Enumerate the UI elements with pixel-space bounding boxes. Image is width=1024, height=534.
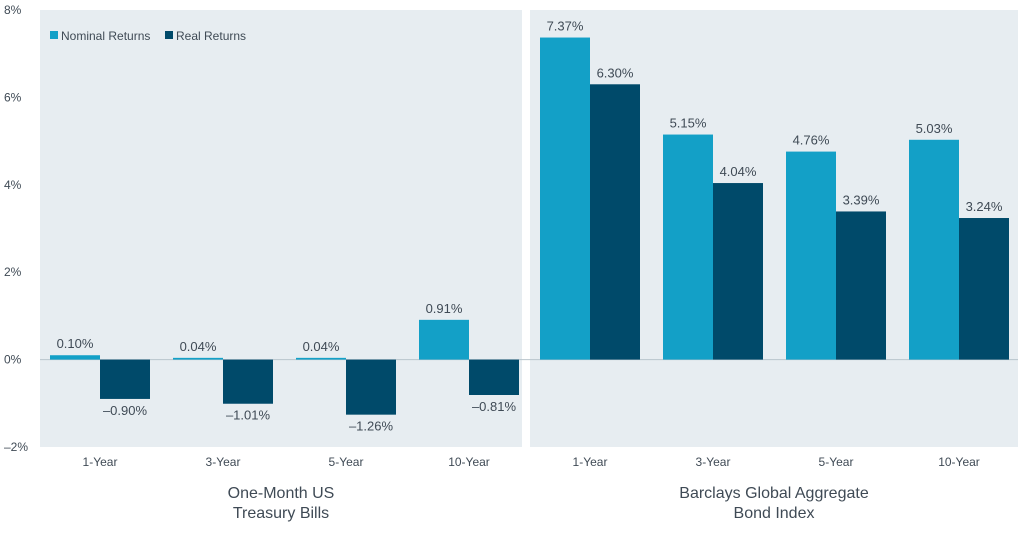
- data-label-nominal: 4.76%: [793, 133, 830, 148]
- y-tick-label: –2%: [4, 440, 28, 454]
- bar-real: [713, 183, 763, 360]
- data-label-nominal: 0.04%: [303, 339, 340, 354]
- bar-nominal: [419, 319, 469, 360]
- data-label-real: 3.39%: [843, 192, 880, 207]
- x-category-label: 5-Year: [329, 455, 364, 469]
- y-tick-label: 4%: [4, 178, 22, 192]
- data-label-nominal: 0.10%: [57, 336, 94, 351]
- bar-real: [100, 359, 150, 399]
- data-label-real: 4.04%: [720, 164, 757, 179]
- bar-real: [959, 218, 1009, 360]
- x-category-label: 5-Year: [819, 455, 854, 469]
- data-label-nominal: 0.91%: [426, 301, 463, 316]
- group-title-line: Bond Index: [734, 505, 815, 522]
- y-tick-label: 8%: [4, 3, 22, 17]
- bar-nominal: [296, 357, 346, 360]
- bar-real: [346, 359, 396, 415]
- bar-real: [223, 359, 273, 404]
- group-title-line: Treasury Bills: [233, 505, 329, 522]
- x-category-label: 3-Year: [696, 455, 731, 469]
- group-title-line: One-Month US: [228, 485, 335, 502]
- legend-label-nominal: Nominal Returns: [61, 29, 150, 43]
- data-label-real: –1.01%: [226, 408, 271, 423]
- x-category-label: 3-Year: [206, 455, 241, 469]
- bar-nominal: [909, 139, 959, 360]
- data-label-real: 6.30%: [597, 65, 634, 80]
- bar-nominal: [540, 37, 590, 360]
- data-label-real: 3.24%: [966, 199, 1003, 214]
- data-label-real: –1.26%: [349, 419, 394, 434]
- x-category-label: 10-Year: [938, 455, 980, 469]
- legend-swatch-real: [165, 31, 173, 39]
- data-label-real: –0.81%: [472, 399, 517, 414]
- bar-real: [836, 211, 886, 360]
- x-category-label: 10-Year: [448, 455, 490, 469]
- legend-label-real: Real Returns: [176, 29, 246, 43]
- bar-nominal: [786, 151, 836, 360]
- y-tick-label: 6%: [4, 90, 22, 104]
- x-category-label: 1-Year: [573, 455, 608, 469]
- x-category-label: 1-Year: [83, 455, 118, 469]
- data-label-nominal: 5.15%: [670, 116, 707, 131]
- y-tick-label: 2%: [4, 265, 22, 279]
- bar-real: [469, 359, 519, 395]
- data-label-nominal: 7.37%: [547, 19, 584, 34]
- legend-swatch-nominal: [50, 31, 58, 39]
- data-label-nominal: 5.03%: [916, 121, 953, 136]
- bar-real: [590, 84, 640, 360]
- data-label-real: –0.90%: [103, 403, 148, 418]
- group-title-line: Barclays Global Aggregate: [679, 485, 869, 502]
- bar-nominal: [50, 355, 100, 360]
- y-tick-label: 0%: [4, 353, 22, 367]
- data-label-nominal: 0.04%: [180, 339, 217, 354]
- bar-nominal: [173, 357, 223, 360]
- bar-nominal: [663, 134, 713, 360]
